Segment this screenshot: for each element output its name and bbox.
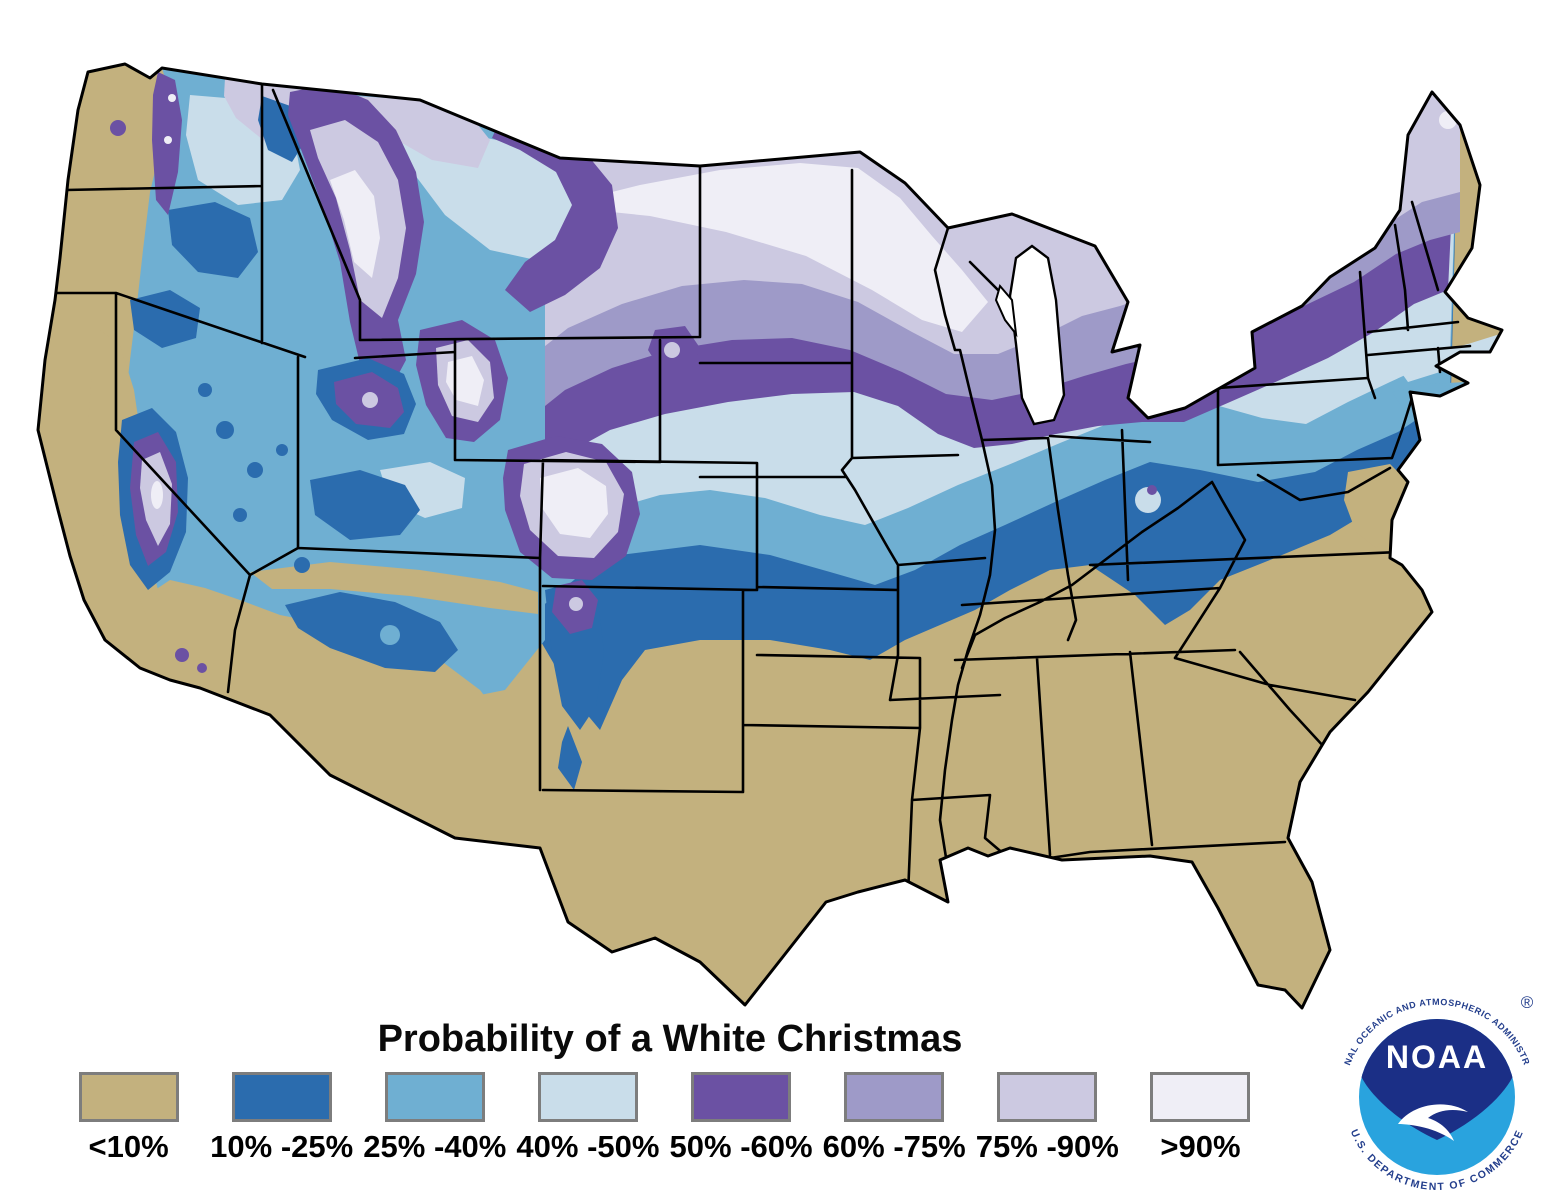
mogollon-core-25-40 [380,625,400,645]
legend-label-40-50: 40% -50% [516,1129,660,1164]
nv-range-dot-2 [247,462,263,478]
legend-item-40-50: 40% -50% [511,1072,664,1165]
s-utah-10-25 [310,470,420,540]
southwest-desert-lt10 [140,580,545,860]
legend-swatch-25-40 [384,1072,485,1122]
legend-swatch-lt10 [78,1072,179,1122]
legend-item-75-90: 75% -90% [971,1072,1124,1165]
map-title: Probability of a White Christmas [377,1018,963,1060]
wasatch-75-90 [362,392,378,408]
legend-swatch-60-75 [844,1072,945,1122]
lake-michigan [1008,244,1066,426]
green-bay [994,283,1018,338]
noaa-logo: NOAA NATIONAL OCEANIC AND ATMOSPHERIC AD… [1322,982,1534,1193]
legend-label-25-40: 25% -40% [363,1129,507,1164]
nv-range-dot-1 [216,421,234,439]
legend-swatch-75-90 [997,1072,1098,1122]
sierra-gt90 [151,481,163,509]
mogollon-10-25 [285,592,458,672]
band-gt90-north [545,163,988,332]
legend-swatch-40-50 [537,1072,638,1122]
legend-item-lt10: <10% [52,1072,205,1165]
nm-ranges-spur-10-25 [558,726,582,790]
black-hills-75-90 [664,342,680,358]
legend-label-gt90: >90% [1160,1129,1241,1164]
registered-mark: ® [1521,993,1534,1012]
socal-mtn-1 [175,648,189,662]
legend-item-gt90: >90% [1124,1072,1277,1165]
olympics-50-60 [110,120,126,136]
sangre-75-90 [569,597,583,611]
colorado-gt90 [540,468,608,538]
legend-label-50-60: 50% -60% [669,1129,813,1164]
n-arizona-strip-lt10 [250,562,538,614]
nv-range-dot-4 [276,444,288,456]
noaa-logo-sky [1359,1019,1515,1140]
noaa-logo-bird [1398,1104,1468,1141]
legend-label-lt10: <10% [88,1129,169,1164]
legend-label-10-25: 10% -25% [210,1129,354,1164]
legend-item-60-75: 60% -75% [818,1072,971,1165]
kaibab-10-25 [294,557,310,573]
socal-mtn-2 [197,663,207,673]
legend-swatch-10-25 [231,1072,332,1122]
legend-item-10-25: 10% -25% [205,1072,358,1165]
legend-item-25-40: 25% -40% [358,1072,511,1165]
legend-label-75-90: 75% -90% [975,1129,1119,1164]
cascade-volcano-2 [164,136,172,144]
n-rockies-gt90 [330,170,380,278]
legend: <10% 10% -25% 25% -40% 40% -50% 50% -60%… [52,1072,1277,1165]
noaa-wordmark: NOAA [1386,1039,1488,1075]
nv-range-dot-3 [233,508,247,522]
legend-swatch-gt90 [1150,1072,1251,1122]
us-map [36,62,1504,1010]
oregon-10-25-a [168,202,258,278]
wv-highlands-50-60 [1147,485,1157,495]
legend-swatch-50-60 [691,1072,792,1122]
legend-item-50-60: 50% -60% [665,1072,818,1165]
legend-label-60-75: 60% -75% [822,1129,966,1164]
nv-range-dot-5 [198,383,212,397]
montana-purple-band-50-60 [492,120,618,312]
cascade-volcano-1 [168,94,176,102]
